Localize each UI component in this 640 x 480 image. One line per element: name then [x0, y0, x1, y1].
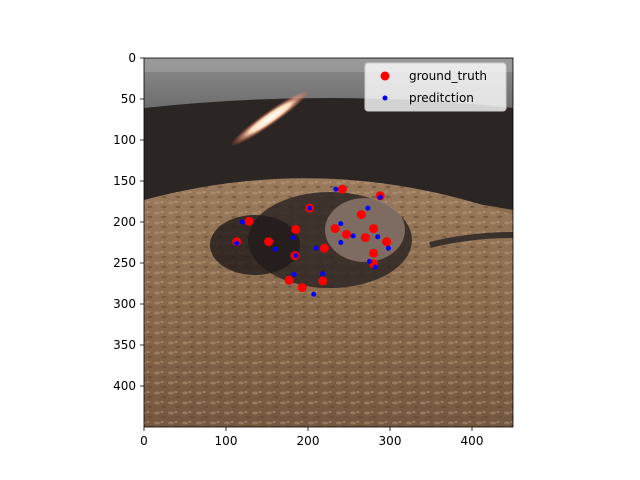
x-tick-label: 400 — [461, 434, 484, 448]
plot-frame — [143, 57, 514, 428]
ground_truth-point — [264, 237, 274, 247]
ground_truth-point — [297, 283, 307, 293]
y-tick-label: 200 — [113, 215, 136, 229]
preditction-point — [239, 219, 245, 225]
ground_truth-point — [369, 224, 379, 234]
legend-label-ground-truth: ground_truth — [409, 69, 487, 83]
y-tick-label: 150 — [113, 174, 136, 188]
preditction-point — [372, 264, 378, 270]
preditction-point — [377, 194, 383, 200]
x-axis: 0 100 200 300 400 — [140, 427, 483, 448]
ground_truth-point — [284, 275, 294, 285]
y-tick-label: 350 — [113, 338, 136, 352]
x-tick-label: 200 — [297, 434, 320, 448]
x-tick-label: 0 — [140, 434, 148, 448]
ground_truth-point — [319, 243, 329, 253]
preditction-point — [291, 272, 297, 277]
x-tick-label: 300 — [379, 434, 402, 448]
ground_truth-point — [342, 229, 351, 239]
legend-label-preditction: preditction — [409, 91, 474, 105]
ground_truth-point — [356, 210, 366, 220]
y-tick-label: 300 — [113, 297, 136, 311]
ground_truth-point — [291, 224, 301, 234]
y-tick-label: 250 — [113, 256, 136, 270]
preditction-point — [338, 221, 344, 227]
preditction-point — [272, 246, 278, 252]
ground_truth-point — [337, 184, 347, 194]
y-tick-label: 100 — [113, 133, 136, 147]
x-tick-label: 100 — [215, 434, 238, 448]
preditction-point — [320, 271, 326, 277]
ground_truth-point — [360, 233, 370, 243]
y-axis: 0 50 100 150 200 250 300 350 400 — [113, 51, 144, 393]
preditction-point — [290, 235, 296, 241]
preditction-point — [367, 258, 372, 264]
legend-marker-preditction — [382, 95, 388, 101]
preditction-point — [293, 253, 299, 259]
preditction-point — [365, 205, 371, 211]
preditction-point — [375, 234, 381, 240]
preditction-point — [350, 233, 356, 239]
y-tick-label: 400 — [113, 379, 136, 393]
ground_truth-point — [369, 248, 379, 258]
preditction-point — [307, 205, 313, 211]
ground_truth-point — [244, 216, 254, 226]
preditction-point — [385, 245, 391, 251]
ground_truth-point — [318, 276, 328, 286]
legend-box — [364, 62, 507, 112]
preditction-point — [313, 245, 319, 251]
preditction-point — [234, 240, 240, 246]
preditction-point — [338, 240, 344, 245]
ground_truth-point — [382, 237, 392, 247]
preditction-point — [333, 186, 339, 192]
y-tick-label: 50 — [121, 92, 136, 106]
preditction-point — [311, 291, 317, 297]
markers — [232, 184, 392, 297]
legend: ground_truth preditction — [364, 62, 507, 112]
y-tick-label: 0 — [128, 51, 136, 65]
legend-marker-ground-truth — [380, 71, 390, 81]
background-photo — [144, 58, 513, 427]
ground_truth-point — [330, 224, 340, 234]
